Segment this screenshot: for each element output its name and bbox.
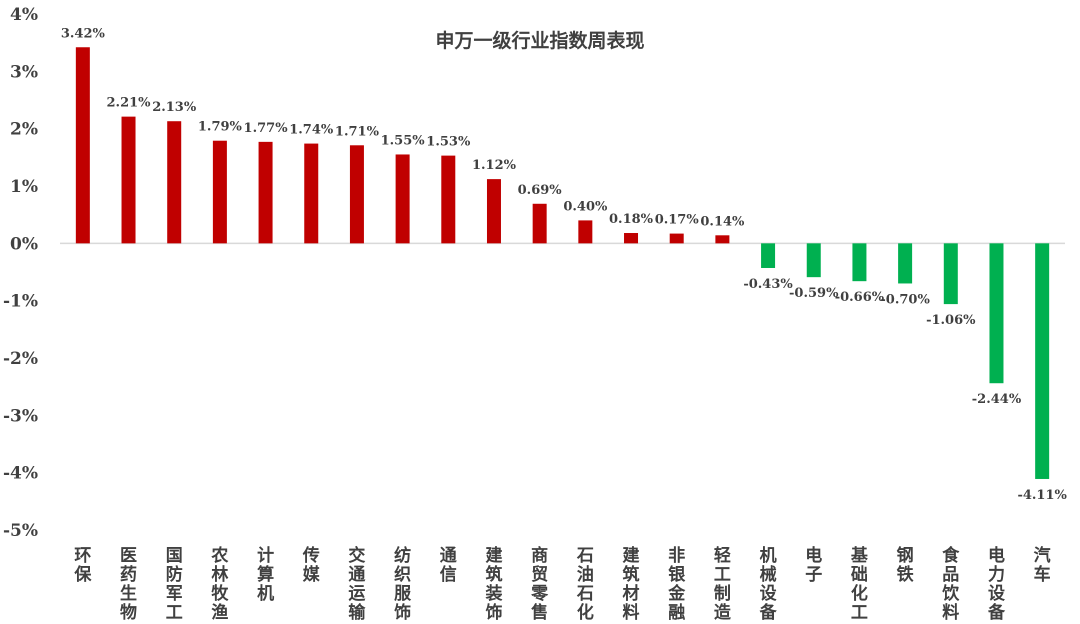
data-label: 1.12% <box>472 158 517 173</box>
data-label: 0.69% <box>518 183 563 198</box>
y-tick-label: -4% <box>3 464 38 484</box>
bar-2 <box>121 116 136 244</box>
bar-7 <box>349 145 364 244</box>
category-label: 纺织服饰 <box>394 545 412 623</box>
category-label: 交通运输 <box>348 545 366 623</box>
category-label: 汽车 <box>1034 545 1051 585</box>
bar-13 <box>624 233 639 244</box>
chart-title: 申万一级行业指数周表现 <box>435 29 644 52</box>
bar-11 <box>532 203 547 244</box>
data-label: -0.59% <box>789 286 839 301</box>
category-label: 电力设备 <box>987 545 1006 623</box>
bar-9 <box>441 155 456 244</box>
data-label: 1.74% <box>289 123 334 138</box>
data-label: 1.55% <box>381 133 426 148</box>
y-tick-label: -1% <box>3 292 38 312</box>
data-label: 1.71% <box>335 124 380 139</box>
data-label: -0.66% <box>835 290 885 305</box>
y-tick-label: 3% <box>10 62 38 82</box>
data-label: 0.40% <box>563 199 608 214</box>
category-label: 商贸零售 <box>530 545 549 623</box>
category-label: 石油石化 <box>576 546 594 623</box>
y-tick-label: 1% <box>10 177 38 197</box>
bar-19 <box>898 243 913 284</box>
bar-4 <box>212 140 227 244</box>
bar-15 <box>715 235 730 244</box>
bar-6 <box>304 143 319 244</box>
data-label: 0.17% <box>655 213 700 228</box>
bar-8 <box>395 154 410 244</box>
data-label: -2.44% <box>972 392 1022 407</box>
category-label: 农林牧渔 <box>210 545 229 623</box>
y-tick-label: -5% <box>3 521 38 541</box>
category-label: 非银金融 <box>667 545 686 623</box>
bar-22 <box>1035 243 1050 479</box>
y-tick-label: -2% <box>3 349 38 369</box>
category-label: 基础化工 <box>850 545 869 623</box>
y-tick-label: 0% <box>10 234 38 254</box>
y-tick-label: 2% <box>10 120 38 140</box>
category-label: 计算机 <box>256 545 274 604</box>
bar-14 <box>669 233 684 244</box>
category-label: 传媒 <box>302 545 321 585</box>
bar-16 <box>761 243 776 268</box>
category-label: 建筑材料 <box>623 545 640 623</box>
data-label: -0.70% <box>880 292 930 307</box>
data-label: 1.79% <box>198 120 243 135</box>
category-label: 建筑装饰 <box>484 545 502 623</box>
data-label: 0.18% <box>609 212 654 227</box>
y-tick-label: -3% <box>3 406 38 426</box>
category-label: 医药生物 <box>120 546 137 623</box>
bar-18 <box>852 243 867 282</box>
category-label: 环保 <box>73 546 92 585</box>
data-label: 2.13% <box>152 100 197 115</box>
bar-1 <box>75 47 90 244</box>
data-label: 3.42% <box>61 26 106 41</box>
category-label: 轻工制造 <box>714 545 732 623</box>
category-label: 钢铁 <box>897 545 914 585</box>
category-label: 食品饮料 <box>941 545 960 623</box>
bar-12 <box>578 220 593 244</box>
bar-3 <box>167 121 182 244</box>
data-label: -0.43% <box>743 277 793 292</box>
category-label: 机械设备 <box>759 545 778 623</box>
category-label: 通信 <box>440 546 457 585</box>
category-label: 电子 <box>805 545 822 585</box>
category-label: 国防军工 <box>166 546 183 623</box>
data-label: 0.14% <box>700 214 745 229</box>
data-label: 1.77% <box>244 121 289 136</box>
data-label: 2.21% <box>107 96 152 111</box>
bar-10 <box>486 179 501 244</box>
y-tick-label: 4% <box>10 5 38 25</box>
bar-21 <box>989 243 1004 384</box>
bar-5 <box>258 141 273 244</box>
data-label: -4.11% <box>1017 488 1067 503</box>
data-label: -1.06% <box>926 313 976 328</box>
data-label: 1.53% <box>426 135 471 150</box>
bar-20 <box>943 243 958 305</box>
bar-17 <box>806 243 821 278</box>
